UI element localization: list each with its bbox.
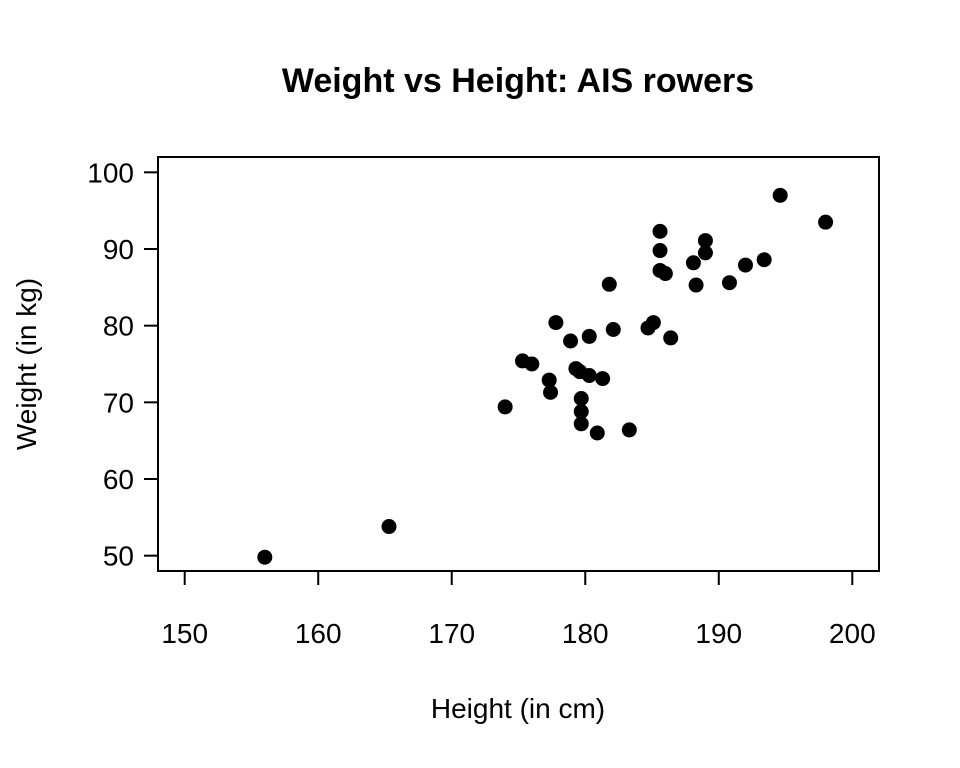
data-point [645,315,661,331]
data-point [581,328,597,344]
x-axis: 150 160 170 180 190 200 [161,570,876,649]
x-tick-label: 170 [428,618,475,649]
x-tick-label: 180 [562,618,609,649]
x-axis-label: Height (in cm) [431,693,605,724]
chart-title: Weight vs Height: AIS rowers [282,62,754,100]
data-point [697,233,713,249]
data-point [697,245,713,261]
data-point [257,549,273,565]
data-point [737,257,753,273]
y-tick-label: 100 [87,157,134,188]
data-point [685,255,701,271]
data-point [818,214,834,230]
y-tick-label: 70 [103,387,134,418]
data-point [541,372,557,388]
y-tick-label: 60 [103,464,134,495]
data-point [548,315,564,331]
data-point [573,416,589,432]
data-point [721,275,737,291]
data-point [381,519,397,535]
data-point [621,422,637,438]
data-point [657,266,673,282]
data-point [652,223,668,239]
data-point [581,368,597,383]
data-point [595,371,611,387]
data-point [601,276,617,292]
data-point [663,330,679,346]
x-tick-label: 160 [295,618,342,649]
data-point [497,399,513,415]
y-axis: 50 60 70 80 90 100 [87,157,159,572]
data-point [573,404,589,420]
data-point [524,356,540,372]
y-axis-label: Weight (in kg) [11,278,42,450]
data-points [257,187,834,565]
data-point [589,425,605,441]
data-point [756,252,772,268]
data-point [563,333,579,349]
data-point [605,322,621,337]
data-point [573,391,589,406]
x-tick-label: 200 [829,618,876,649]
x-tick-label: 190 [695,618,742,649]
y-tick-label: 90 [103,234,134,265]
data-point [772,187,788,203]
x-tick-label: 150 [161,618,208,649]
y-tick-label: 50 [103,541,134,572]
data-point [688,277,704,293]
data-point [543,384,559,400]
data-point [652,243,668,259]
y-tick-label: 80 [103,311,134,342]
